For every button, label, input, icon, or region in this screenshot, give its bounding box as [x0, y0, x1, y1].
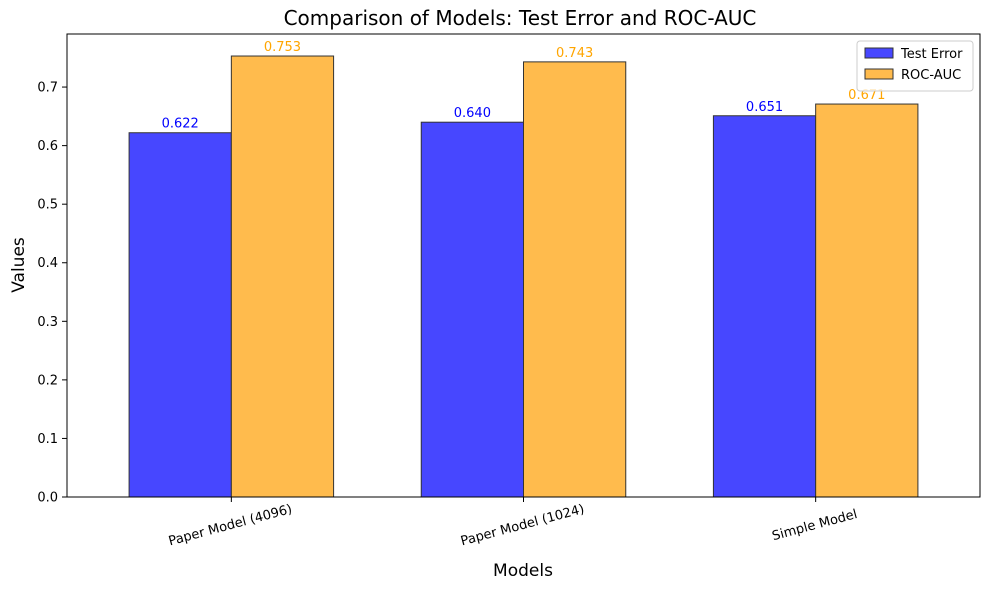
bars-layer	[128, 55, 919, 498]
bar-roc-auc-1	[523, 61, 627, 498]
chart-title: Comparison of Models: Test Error and ROC…	[284, 6, 757, 30]
y-tick-label: 0.0	[37, 491, 58, 506]
x-axis-label: Models	[493, 561, 553, 581]
y-axis-ticks: 0.0 0.1 0.2 0.3 0.4 0.5 0.6 0.7	[37, 81, 67, 506]
y-tick-label: 0.5	[37, 198, 58, 213]
legend-label-roc-auc: ROC-AUC	[901, 68, 961, 83]
y-tick-label: 0.7	[37, 81, 58, 96]
y-tick-label: 0.3	[37, 315, 58, 330]
x-tick-label: Paper Model (4096)	[167, 502, 294, 549]
legend: Test Error ROC-AUC	[856, 40, 974, 92]
y-axis-label: Values	[9, 237, 29, 293]
x-tick-label: Simple Model	[771, 507, 859, 544]
bar-test-error-0	[128, 132, 232, 498]
legend-label-test-error: Test Error	[900, 47, 963, 62]
value-label-test-error-0: 0.622	[162, 117, 199, 132]
value-label-roc-auc-2: 0.671	[848, 88, 885, 103]
value-labels-layer: 0.622 0.640 0.651 0.753 0.743 0.671	[162, 40, 886, 132]
bar-test-error-2	[712, 115, 817, 498]
value-label-roc-auc-0: 0.753	[264, 40, 301, 55]
bar-roc-auc-2	[815, 103, 919, 498]
value-label-roc-auc-1: 0.743	[556, 46, 593, 61]
y-tick-label: 0.1	[37, 432, 58, 447]
plot-frame	[66, 33, 981, 498]
x-axis-ticks: Paper Model (4096) Paper Model (1024) Simp…	[167, 497, 859, 549]
legend-swatch-roc-auc	[864, 68, 894, 80]
legend-swatch-test-error	[864, 47, 894, 59]
value-label-test-error-2: 0.651	[746, 100, 783, 115]
x-tick-label: Paper Model (1024)	[459, 502, 586, 549]
bar-test-error-1	[420, 121, 524, 498]
bar-roc-auc-0	[230, 55, 335, 498]
y-tick-label: 0.6	[37, 139, 58, 154]
value-label-test-error-1: 0.640	[454, 106, 491, 121]
y-tick-label: 0.4	[37, 256, 58, 271]
y-tick-label: 0.2	[37, 373, 58, 388]
